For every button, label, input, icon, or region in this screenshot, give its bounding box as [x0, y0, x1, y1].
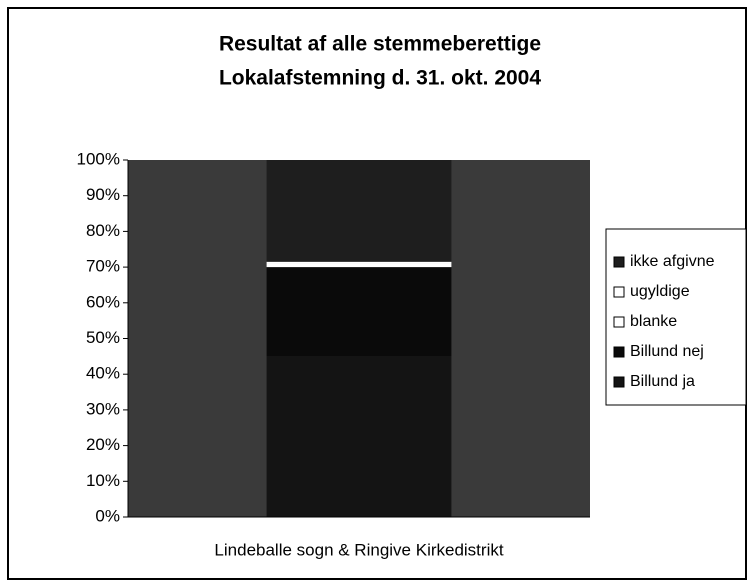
bar-segment — [266, 263, 452, 268]
bar-segment — [266, 356, 452, 517]
y-tick-label: 90% — [86, 185, 120, 204]
legend-swatch — [613, 256, 625, 268]
chart-title: Lokalafstemning d. 31. okt. 2004 — [219, 67, 541, 90]
bar-segment — [266, 160, 452, 262]
bar-segment — [266, 267, 452, 357]
y-tick-label: 10% — [86, 471, 120, 490]
chart-title: Resultat af alle stemmeberettige — [219, 33, 541, 56]
legend-label: ikke afgivne — [630, 253, 715, 270]
legend-swatch — [613, 376, 625, 388]
y-tick-label: 80% — [86, 221, 120, 240]
legend-label: blanke — [630, 313, 677, 330]
bar-segment — [266, 261, 452, 264]
y-tick-label: 40% — [86, 364, 120, 383]
legend-swatch — [613, 286, 625, 298]
y-tick-label: 100% — [77, 149, 120, 168]
legend-label: Billund ja — [630, 373, 695, 390]
y-tick-label: 30% — [86, 399, 120, 418]
legend-swatch — [613, 346, 625, 358]
y-tick-label: 70% — [86, 257, 120, 276]
legend-label: ugyldige — [630, 283, 690, 300]
y-tick-label: 60% — [86, 292, 120, 311]
y-tick-label: 20% — [86, 435, 120, 454]
x-tick-label: Lindeballe sogn & Ringive Kirkedistrikt — [214, 540, 503, 559]
legend-swatch — [613, 316, 625, 328]
legend-box — [605, 228, 747, 406]
y-tick-label: 50% — [86, 328, 120, 347]
y-tick-label: 0% — [95, 506, 120, 525]
legend-label: Billund nej — [630, 343, 704, 360]
